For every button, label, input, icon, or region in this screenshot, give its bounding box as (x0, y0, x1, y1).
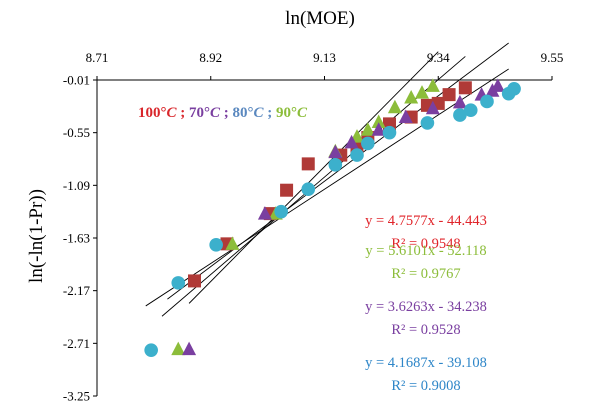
r-squared-label-3: R² = 0.9008 (391, 378, 460, 394)
legend-entry-3: 90° (272, 105, 297, 121)
data-point-series-2 (371, 122, 386, 136)
y-tick-label: -2.71 (63, 336, 90, 351)
legend: 100°C ; 70°C ; 80°C ; 90°C (138, 105, 308, 121)
r-squared-label-0: R² = 0.9548 (391, 236, 460, 252)
equation-label-1: y = 5.6101x - 52.118 (365, 243, 486, 259)
equation-label-3: y = 4.1687x - 39.108 (365, 355, 487, 371)
legend-unit-2: C (254, 105, 265, 121)
data-point-series-3 (171, 276, 186, 290)
r-squared-label-2: R² = 0.9528 (391, 322, 460, 338)
y-tick-label: -1.63 (63, 231, 90, 246)
data-point-series-3 (453, 108, 467, 122)
data-point-series-1 (225, 236, 240, 250)
data-point-series-3 (301, 182, 316, 197)
data-point-series-3 (507, 81, 521, 96)
legend-unit-1: C (210, 105, 221, 121)
data-point-series-0 (442, 88, 456, 102)
r-squared-label-1: R² = 0.9767 (391, 266, 460, 282)
data-point-series-3 (420, 116, 435, 130)
data-point-series-0 (280, 183, 294, 197)
x-tick-label: 8.92 (199, 50, 222, 65)
y-tick-label: -0.01 (63, 73, 90, 88)
equation-label-0: y = 4.7577x - 44.443 (365, 213, 487, 229)
data-point-series-3 (361, 136, 375, 151)
data-point-series-1 (371, 114, 386, 128)
data-point-series-3 (209, 238, 223, 252)
y-tick-label: -2.17 (63, 283, 91, 298)
data-point-series-3 (350, 148, 364, 162)
data-point-series-1 (387, 99, 402, 114)
legend-separator: ; (264, 105, 273, 121)
x-tick-label: 9.13 (313, 50, 336, 65)
trendline-2 (145, 68, 509, 307)
data-point-series-0 (458, 81, 472, 95)
data-point-series-3 (382, 125, 397, 140)
data-point-series-1 (171, 341, 186, 356)
legend-separator: ; (177, 105, 186, 121)
legend-entry-0: 100° (138, 105, 167, 121)
x-axis-title: ln(MOE) (285, 8, 355, 29)
data-point-series-1 (415, 85, 429, 99)
data-point-series-0 (301, 157, 315, 171)
data-point-series-3 (480, 94, 494, 109)
legend-entry-1: 70° (185, 105, 210, 121)
legend-entry-2: 80° (229, 105, 254, 121)
data-point-series-3 (328, 158, 343, 172)
data-point-series-2 (425, 100, 440, 115)
data-point-series-0 (188, 274, 201, 288)
legend-unit-0: C (167, 105, 178, 121)
y-tick-label: -0.55 (63, 125, 90, 140)
legend-unit-3: C (297, 105, 308, 121)
trendline-1 (188, 51, 439, 304)
data-point-series-3 (463, 103, 478, 118)
axes: 8.71 8.92 9.13 9.34 9.55 -0.01 -0.55 -1.09 -1.63… (63, 50, 563, 404)
data-point-series-2 (328, 144, 343, 159)
y-axis-title: ln(-ln(1-Pr)) (26, 189, 47, 283)
data-point-series-2 (490, 78, 505, 92)
data-point-series-3 (274, 204, 288, 219)
data-point-series-1 (425, 78, 440, 92)
data-point-series-1 (360, 122, 375, 136)
data-point-series-2 (344, 134, 359, 149)
x-tick-label: 8.71 (86, 50, 109, 65)
data-points (144, 78, 521, 357)
data-point-series-2 (398, 109, 413, 124)
legend-separator: ; (220, 105, 229, 121)
data-point-series-2 (257, 206, 272, 220)
x-tick-label: 9.55 (541, 50, 564, 65)
data-point-series-1 (404, 90, 419, 104)
y-tick-label: -3.25 (63, 389, 90, 404)
data-point-series-3 (144, 343, 158, 357)
x-tick-label: 9.34 (427, 50, 450, 65)
data-point-series-2 (452, 94, 467, 109)
y-tick-label: -1.09 (63, 178, 90, 193)
equation-label-2: y = 3.6263x - 34.238 (365, 299, 487, 315)
data-point-series-2 (182, 341, 197, 356)
